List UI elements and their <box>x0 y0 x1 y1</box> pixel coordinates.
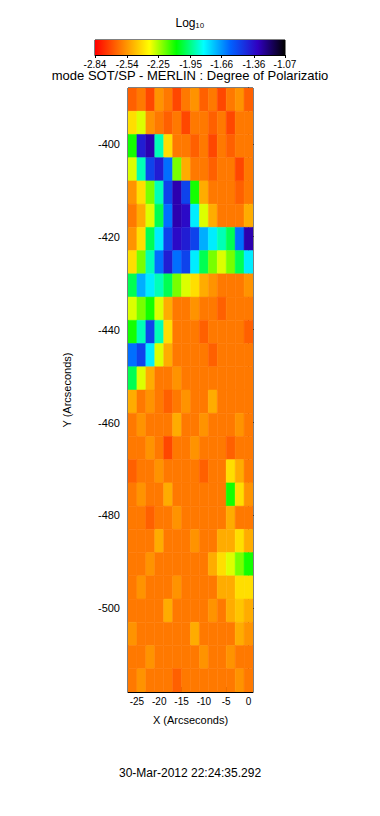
svg-text:-1.95: -1.95 <box>179 58 202 70</box>
svg-text:-25: -25 <box>130 696 145 707</box>
svg-text:-5: -5 <box>222 696 231 707</box>
svg-text:-15: -15 <box>174 696 189 707</box>
svg-text:-1.07: -1.07 <box>273 58 297 70</box>
svg-text:Log₁₀: Log₁₀ <box>175 16 204 30</box>
svg-text:-400: -400 <box>98 138 120 150</box>
svg-text:30-Mar-2012 22:24:35.292: 30-Mar-2012 22:24:35.292 <box>119 766 261 780</box>
svg-text:-2.84: -2.84 <box>83 58 107 70</box>
svg-text:-460: -460 <box>98 417 120 429</box>
svg-text:-2.54: -2.54 <box>115 58 139 70</box>
svg-text:Y (Arcseconds): Y (Arcseconds) <box>61 353 73 428</box>
svg-text:-500: -500 <box>98 602 120 614</box>
svg-text:-420: -420 <box>98 231 120 243</box>
svg-text:-480: -480 <box>98 509 120 521</box>
svg-text:-2.25: -2.25 <box>146 58 170 70</box>
svg-text:X (Arcseconds): X (Arcseconds) <box>153 714 228 726</box>
svg-text:-440: -440 <box>98 324 120 336</box>
svg-text:-1.66: -1.66 <box>210 58 234 70</box>
svg-text:-10: -10 <box>197 696 212 707</box>
svg-text:0: 0 <box>246 696 252 707</box>
svg-text:-20: -20 <box>152 696 167 707</box>
svg-text:-1.36: -1.36 <box>242 58 266 70</box>
svg-text:mode SOT/SP - MERLIN : Degree: mode SOT/SP - MERLIN : Degree of Polariz… <box>52 68 328 83</box>
